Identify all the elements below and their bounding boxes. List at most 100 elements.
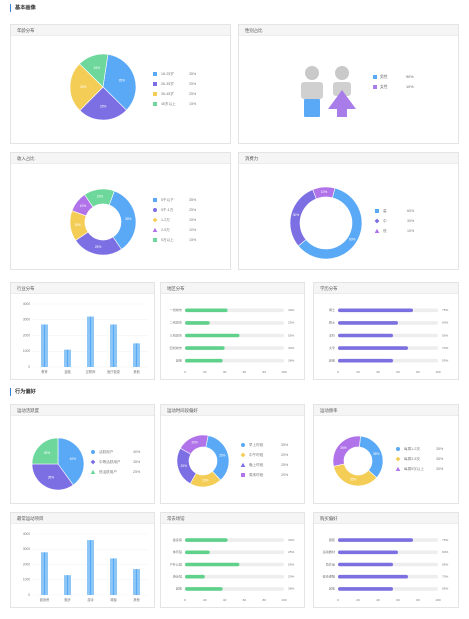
bar [185, 346, 225, 350]
male-icon [301, 66, 323, 117]
spending-donut-chart: 60% 30% 10% 高 60% 中 30% 低 10% [289, 186, 415, 260]
legend-label: 低 [383, 228, 387, 233]
bar-value-label: 55% [288, 333, 294, 337]
y-tick-label: 4000 [23, 302, 30, 306]
slice-label: 15% [97, 195, 104, 199]
slice-label: 20% [202, 479, 209, 483]
x-tick-label: 20 [203, 370, 207, 374]
x-tick-label: 100 [435, 370, 440, 374]
x-tick-label: 80 [416, 598, 420, 602]
legend-label: 5万以上 [161, 237, 174, 242]
bar-highlight [66, 575, 69, 595]
legend-label: 中 [383, 218, 387, 223]
card-title: 常去场馆 [161, 513, 304, 524]
y-category-label: 其他 [329, 586, 335, 591]
bar-value-label: 60% [442, 321, 448, 325]
x-tick-label: 其他 [133, 597, 140, 602]
x-tick-label: 游泳 [87, 597, 94, 602]
card-title: 年龄分布 [11, 25, 230, 36]
bar [185, 321, 210, 325]
card-title: 性别占比 [239, 25, 458, 36]
card-education: 学历分布 博士 75% 硕士 60% 本科 55% 大专 70% 其他 55% 0 20 40 60 80 1… [313, 282, 459, 380]
legend-label: 周末时段 [249, 472, 264, 477]
legend-marker [395, 466, 401, 471]
pie-slice [102, 54, 137, 111]
legend-marker [152, 217, 158, 223]
slice-label: 35% [373, 452, 380, 456]
slice-label: 25% [44, 451, 51, 455]
bar-value-label: 55% [442, 562, 448, 566]
x-tick-label: 60 [396, 370, 400, 374]
x-tick-label: 跑步 [64, 597, 70, 602]
x-tick-label: 医疗健康 [107, 369, 121, 374]
y-category-label: 二线城市 [170, 320, 182, 325]
legend-label: 中午时段 [249, 452, 264, 457]
legend-label: 5千以下 [161, 197, 174, 202]
x-tick-label: 80 [262, 598, 266, 602]
slice-label: 30% [340, 446, 347, 450]
bar [185, 587, 223, 591]
legend-value: 10% [189, 228, 197, 232]
card-sports: 最常运动项目 0 1000 2000 3000 4000 健身房 跑步 游泳 瑜伽 其他 [10, 512, 155, 608]
x-tick-label: 100 [281, 370, 286, 374]
y-category-label: 服装 [329, 537, 335, 542]
legend-value: 35% [436, 447, 444, 451]
legend-marker [90, 469, 96, 474]
legend-value: 35% [436, 457, 444, 461]
income-donut-chart: 35% 25% 15% 10% 15% 5千以下 35% 5千-1万 25% 1-2万 15% 2-5… [69, 188, 197, 256]
bar [338, 574, 408, 579]
card-frequency: 运动频率 35% 35% 30% 每周1-2次 35% 每周3-5次 35% 每周5次以上 30… [313, 404, 459, 504]
bar [338, 333, 393, 338]
bar-highlight [135, 343, 138, 367]
industry-bar-chart: 0 1000 2000 3000 4000 教育 金融 互联网 医疗健康 其他 [23, 302, 148, 374]
slice-label: 10% [80, 204, 87, 208]
card-income: 收入占比 35% 25% 15% 10% 15% 5千以下 35% 5千-1万 25% 1-2万 1… [10, 152, 231, 270]
bar-value-label: 43% [288, 538, 294, 542]
activity-pie-chart: 40% 35% 25% 活跃用户 40% 中等活跃用户 35% 低活跃用户 25% [31, 437, 141, 491]
legend-marker [240, 462, 246, 467]
x-tick-label: 0 [337, 370, 339, 374]
y-category-label: 博士 [329, 307, 335, 312]
bar-value-label: 75% [442, 538, 448, 542]
x-tick-label: 0 [184, 598, 186, 602]
y-tick-label: 1000 [23, 578, 30, 582]
legend-value: 10% [406, 85, 414, 89]
age-pie-chart: 35% 25% 25% 15% 18-25岁 35% 26-35岁 25% 36-45岁 25% 4… [69, 53, 197, 121]
bar-highlight [112, 324, 115, 367]
y-tick-label: 0 [28, 593, 30, 597]
slice-label: 60% [349, 237, 356, 241]
bar-value-label: 55% [288, 562, 294, 566]
legend-label: 每周1-2次 [404, 446, 420, 451]
pie-slice [179, 434, 209, 455]
card-timeslot: 运动时间段偏好 35% 20% 25% 20% 早上时段 35% 中午时段 20% 晚上时段 25… [160, 404, 305, 504]
legend-marker [373, 75, 377, 79]
legend-marker [374, 228, 380, 233]
slice-label: 25% [95, 245, 102, 249]
y-tick-label: 2000 [23, 562, 30, 566]
card-title: 学历分布 [314, 283, 458, 294]
y-category-label: 硕士 [329, 320, 335, 325]
y-category-label: 一线城市 [170, 307, 182, 312]
slice-label: 35% [350, 478, 357, 482]
card-title: 运动时间段偏好 [161, 405, 304, 416]
card-title: 运动频率 [314, 405, 458, 416]
x-tick-label: 互联网 [86, 369, 96, 374]
card-title: 行业分布 [11, 283, 154, 294]
bar-highlight [112, 558, 115, 595]
sports-bar-chart: 0 1000 2000 3000 4000 健身房 跑步 游泳 瑜伽 其他 [23, 532, 148, 602]
bar-track [185, 321, 284, 325]
pie-slice [333, 463, 378, 487]
pie-slice [31, 463, 74, 491]
x-tick-label: 20 [356, 598, 360, 602]
pie-slice [84, 188, 115, 208]
bar [338, 358, 393, 363]
timeslot-donut-chart: 35% 20% 25% 20% 早上时段 35% 中午时段 20% 晚上时段 25% 周末时段 20% [176, 434, 289, 488]
legend-label: 活跃用户 [99, 449, 114, 454]
pie-slice [289, 189, 317, 247]
education-bar-chart: 博士 75% 硕士 60% 本科 55% 大专 70% 其他 55% 0 20 40 60 80 100 [329, 307, 449, 374]
bar-value-label: 25% [288, 321, 294, 325]
slice-label: 10% [321, 190, 328, 194]
y-category-label: 大专 [329, 345, 335, 350]
legend-value: 35% [133, 460, 141, 464]
slice-label: 25% [80, 85, 87, 89]
